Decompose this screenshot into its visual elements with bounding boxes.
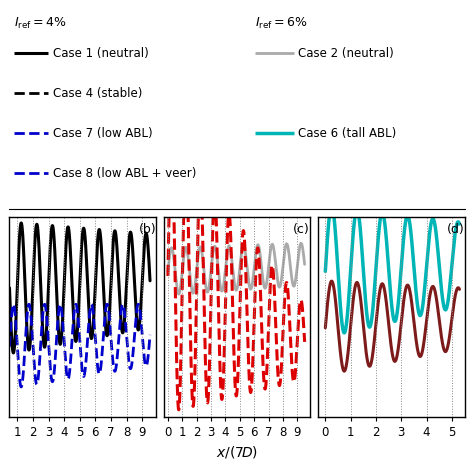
Text: $I_{\mathrm{ref}} = 4\%$: $I_{\mathrm{ref}} = 4\%$ — [14, 16, 67, 31]
Text: Case 8 (low ABL + veer): Case 8 (low ABL + veer) — [53, 167, 196, 180]
Text: Case 7 (low ABL): Case 7 (low ABL) — [53, 128, 152, 140]
Text: (d): (d) — [447, 223, 465, 237]
Text: Case 2 (neutral): Case 2 (neutral) — [299, 47, 394, 61]
Text: Case 1 (neutral): Case 1 (neutral) — [53, 47, 148, 61]
Text: Case 6 (tall ABL): Case 6 (tall ABL) — [299, 128, 397, 140]
Text: (b): (b) — [139, 223, 156, 237]
Text: $x/(7D)$: $x/(7D)$ — [216, 444, 258, 460]
Text: (c): (c) — [293, 223, 310, 237]
Text: $I_{\mathrm{ref}} = 6\%$: $I_{\mathrm{ref}} = 6\%$ — [255, 16, 308, 31]
Text: Case 4 (stable): Case 4 (stable) — [53, 87, 142, 100]
